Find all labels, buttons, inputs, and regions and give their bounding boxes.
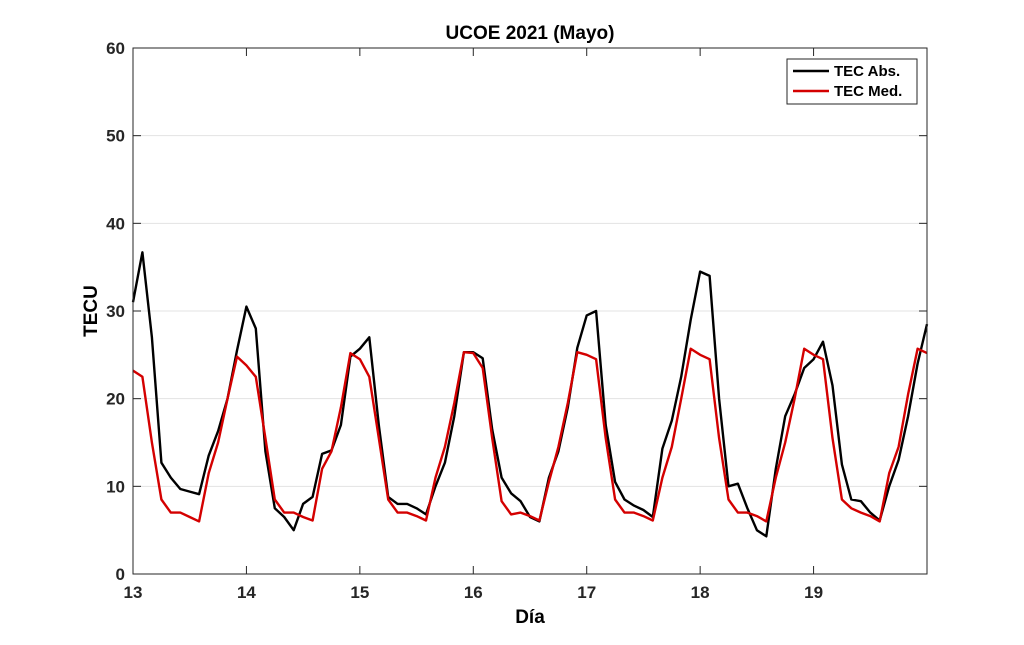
legend-label-med: TEC Med. bbox=[834, 83, 902, 100]
chart-title: UCOE 2021 (Mayo) bbox=[446, 23, 615, 44]
x-tick-label: 14 bbox=[237, 583, 256, 602]
legend: TEC Abs. TEC Med. bbox=[786, 58, 918, 105]
y-tick-label: 50 bbox=[106, 127, 125, 146]
series-line-tec-abs bbox=[131, 251, 929, 538]
series-line-tec-med bbox=[132, 347, 928, 523]
data-series bbox=[131, 251, 929, 538]
x-tick-label: 17 bbox=[577, 583, 596, 602]
x-tick-label: 13 bbox=[124, 583, 143, 602]
tick-labels: 0 10 20 30 40 50 60 13 14 15 16 17 18 19 bbox=[106, 39, 823, 602]
y-axis-label: TECU bbox=[81, 285, 102, 337]
y-tick-label: 40 bbox=[106, 214, 125, 233]
y-tick-label: 60 bbox=[106, 39, 125, 58]
x-axis-label: Día bbox=[515, 607, 545, 628]
x-tick-label: 16 bbox=[464, 583, 483, 602]
legend-box bbox=[786, 58, 918, 105]
x-tick-label: 15 bbox=[350, 583, 369, 602]
x-tick-label: 19 bbox=[804, 583, 823, 602]
x-tick-label: 18 bbox=[691, 583, 710, 602]
legend-label-abs: TEC Abs. bbox=[834, 63, 900, 80]
y-tick-label: 10 bbox=[106, 477, 125, 496]
y-tick-label: 20 bbox=[106, 390, 125, 409]
grid-lines bbox=[133, 135, 927, 487]
axis-ticks bbox=[132, 47, 927, 575]
y-tick-label: 30 bbox=[106, 302, 125, 321]
y-tick-label: 0 bbox=[116, 565, 125, 584]
